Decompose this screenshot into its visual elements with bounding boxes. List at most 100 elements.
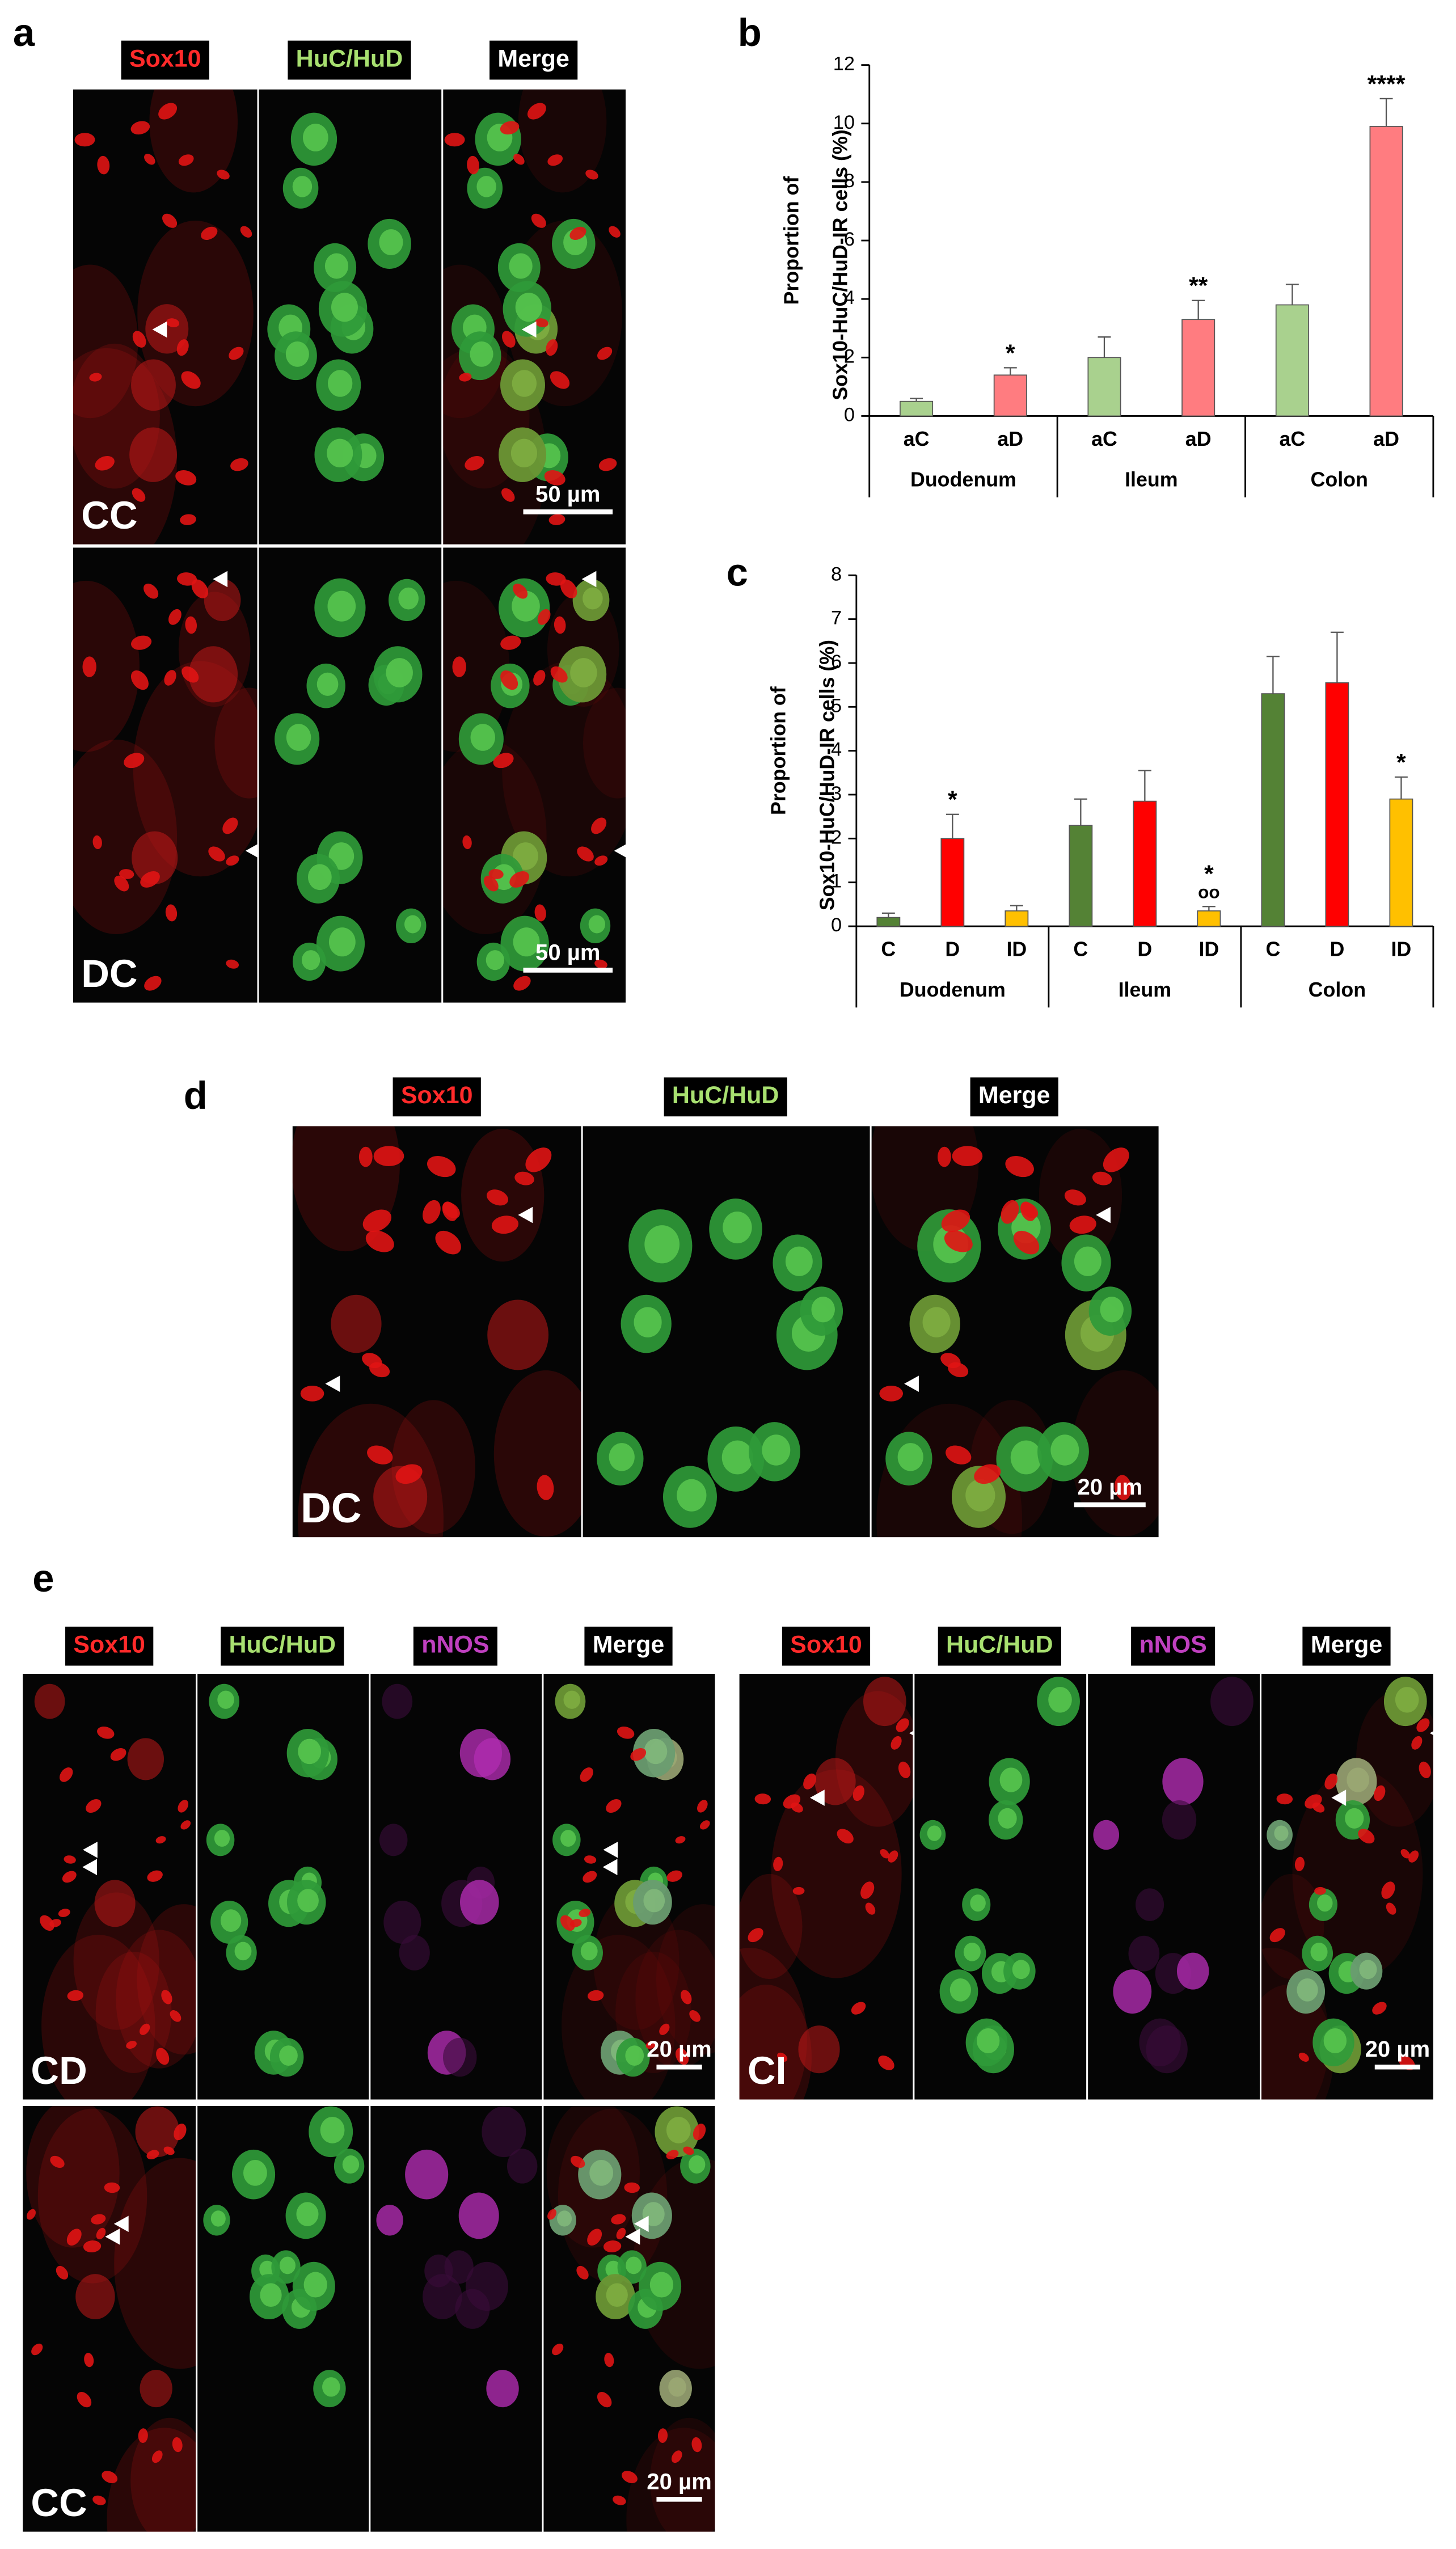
glia — [465, 456, 484, 471]
neuron — [331, 1294, 382, 1353]
channel-label: Merge — [593, 1631, 665, 1658]
glia — [580, 1767, 593, 1782]
significance-label: * — [1006, 340, 1015, 367]
y-axis-label: Sox10-HuC/HuD-IR cells (%) — [816, 640, 839, 910]
glia — [683, 2146, 694, 2155]
bar — [993, 374, 1027, 417]
glia — [170, 2010, 182, 2022]
glia — [537, 1475, 554, 1500]
error-bar — [1192, 299, 1205, 320]
nucleus — [512, 590, 540, 622]
nucleus — [316, 672, 339, 696]
nucleus — [634, 1307, 662, 1337]
glia — [1114, 1475, 1132, 1500]
glia — [675, 1836, 686, 1844]
glia — [130, 121, 150, 135]
nucleus — [327, 370, 353, 397]
glia — [622, 2471, 638, 2484]
glia — [630, 1748, 647, 1761]
glia — [1358, 1829, 1375, 1844]
glia — [534, 904, 546, 922]
tissue — [116, 1930, 196, 2069]
glia — [462, 835, 472, 850]
micrograph — [259, 89, 442, 545]
significance-label: * — [1204, 860, 1214, 888]
x-tick-label: C — [881, 938, 896, 960]
channel-header: nNOS — [1131, 1626, 1216, 1666]
bar — [1325, 682, 1349, 927]
bar — [1261, 693, 1285, 927]
y-tick-label: 4 — [844, 287, 855, 309]
glia — [585, 170, 598, 180]
glia — [1400, 1849, 1410, 1859]
nucleus — [279, 2045, 298, 2066]
nucleus — [588, 915, 606, 934]
glia — [1381, 1881, 1395, 1899]
channel-label: nNOS — [1139, 1631, 1206, 1658]
panel-label: c — [727, 550, 748, 594]
scale-bar-label: 20 µm — [1365, 2037, 1430, 2062]
header-box — [1302, 1626, 1391, 1666]
nucleus — [510, 438, 538, 467]
nucleus — [234, 1942, 252, 1961]
nucleus — [949, 1978, 971, 2002]
glia — [860, 1881, 875, 1899]
overlap — [659, 2370, 692, 2408]
scale-bar-label: 20 µm — [647, 2037, 712, 2062]
glia — [693, 2124, 706, 2141]
glia — [365, 1230, 394, 1252]
nucleus — [563, 1690, 581, 1709]
error-bar — [1202, 906, 1216, 911]
arrowhead — [152, 321, 167, 338]
micrograph — [73, 547, 258, 1003]
tissue — [73, 1892, 159, 2030]
glia — [201, 226, 218, 240]
glia — [550, 371, 570, 389]
glia — [941, 1209, 970, 1233]
y-tick-label: 4 — [831, 739, 842, 761]
overlap — [909, 1294, 960, 1353]
glia — [1411, 1736, 1423, 1750]
glia — [560, 1915, 575, 1931]
nucleus — [220, 1909, 242, 1932]
glia — [77, 2392, 92, 2408]
channel-header: Sox10 — [65, 1626, 154, 1666]
x-tick-label: aC — [1091, 428, 1117, 450]
nucleus — [999, 1767, 1023, 1792]
glia — [31, 2343, 43, 2356]
scale-bar-label: 50 µm — [535, 940, 601, 965]
y-tick-label: 8 — [831, 563, 842, 585]
glia — [666, 1870, 682, 1882]
glia — [1092, 1171, 1112, 1185]
glia — [1416, 1718, 1430, 1732]
glia — [896, 1718, 909, 1732]
nucleus — [998, 1808, 1017, 1829]
header-box — [782, 1626, 871, 1666]
glia — [531, 213, 546, 228]
nucleus — [557, 2210, 572, 2227]
neuron — [131, 359, 176, 411]
glia — [546, 339, 558, 356]
error-bar — [1379, 98, 1393, 126]
glia — [240, 226, 252, 238]
bar — [940, 838, 965, 927]
channel-label: Sox10 — [129, 45, 201, 72]
neuron — [459, 1880, 499, 1925]
arrowhead — [1331, 1790, 1347, 1806]
bar — [1087, 357, 1121, 417]
glia — [891, 1736, 902, 1750]
glia — [1269, 1928, 1285, 1943]
glia — [552, 2343, 564, 2356]
micrograph — [197, 1673, 369, 2100]
glia — [1069, 1216, 1096, 1234]
glia — [367, 1445, 393, 1465]
glia — [191, 579, 209, 598]
y-tick-label: 3 — [831, 783, 842, 804]
glia — [1386, 1902, 1396, 1915]
channel-header: Merge — [970, 1077, 1058, 1117]
y-tick-label: 1 — [831, 871, 842, 892]
glia — [435, 1230, 461, 1255]
glia — [164, 670, 176, 686]
glia — [584, 1855, 597, 1864]
micrograph — [739, 1673, 913, 2100]
